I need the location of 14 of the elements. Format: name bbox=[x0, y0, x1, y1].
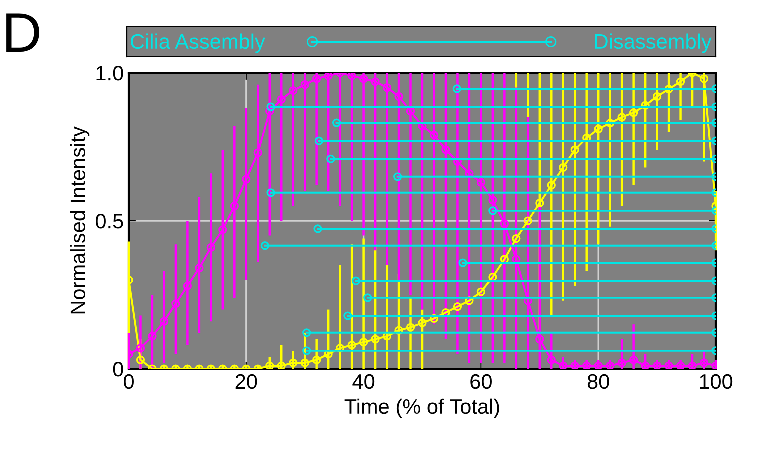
x-axis-title: Time (% of Total) bbox=[344, 398, 500, 418]
y-tick-label: 1.0 bbox=[96, 66, 124, 81]
x-tick-label: 0 bbox=[124, 374, 134, 390]
y-axis-title: Normalised Intensity bbox=[70, 126, 90, 314]
x-tick-label: 40 bbox=[352, 374, 375, 390]
text: Disassembly bbox=[596, 34, 712, 54]
x-tick-label: 60 bbox=[470, 374, 492, 390]
y-tick-label: 0.5 bbox=[96, 214, 124, 229]
x-tick-label: 20 bbox=[236, 374, 258, 390]
x-tick-label: 80 bbox=[588, 374, 610, 390]
text: D bbox=[6, 14, 40, 52]
x-tick-label: 100 bbox=[700, 374, 733, 390]
y-tick-label: 0 bbox=[113, 362, 124, 377]
text: Cilia Assembly bbox=[131, 34, 266, 54]
